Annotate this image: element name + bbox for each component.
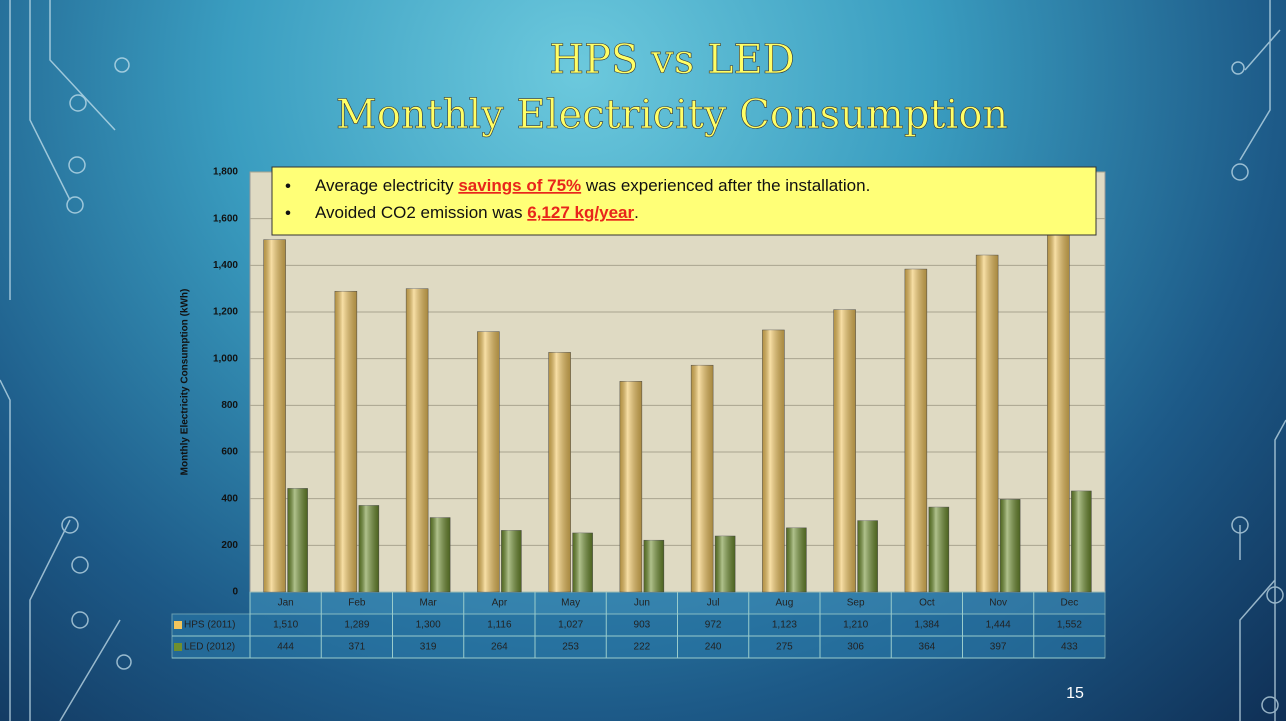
bar-shine [715, 536, 735, 592]
legend-swatch [174, 621, 182, 629]
table-cell: 306 [847, 642, 864, 653]
slide: HPS vs LED Monthly Electricity Consumpti… [0, 0, 1286, 721]
table-cell: 364 [919, 642, 936, 653]
x-tick-label: Feb [348, 598, 366, 609]
bar-shine [858, 521, 878, 592]
title-line: Monthly Electricity Consumption [336, 92, 1008, 138]
annotation-text: . [634, 203, 639, 222]
table-cell: 1,123 [772, 620, 797, 631]
x-tick-label: Dec [1060, 598, 1078, 609]
annotation-highlight: savings of 75% [458, 176, 581, 195]
x-tick-label: Jun [634, 598, 650, 609]
x-tick-label: May [561, 598, 580, 609]
y-tick-label: 800 [221, 400, 238, 411]
table-cell: 1,289 [344, 620, 369, 631]
x-tick-label: Nov [989, 598, 1007, 609]
bar-shine [573, 533, 593, 592]
legend-swatch [174, 643, 182, 651]
annotation-text: Average electricity [315, 176, 458, 195]
table-cell: 903 [634, 620, 651, 631]
bar-shine [644, 540, 664, 592]
legend-label: HPS (2011) [184, 620, 236, 631]
bar-shine [430, 518, 450, 592]
y-tick-label: 1,600 [213, 213, 238, 224]
y-tick-label: 0 [232, 587, 238, 598]
annotation: Avoided CO2 emission was 6,127 kg/year. [315, 203, 639, 222]
bar-shine [905, 269, 927, 592]
table-cell: 240 [705, 642, 722, 653]
table-cell: 972 [705, 620, 722, 631]
annotation-text: was experienced after the installation. [581, 176, 870, 195]
bullet: • [285, 176, 291, 195]
bar-shine [834, 310, 856, 592]
bar-shine [288, 488, 308, 592]
table-cell: 1,552 [1057, 620, 1082, 631]
bar-shine [406, 289, 428, 592]
table-cell: 1,300 [416, 620, 441, 631]
bar-shine [264, 240, 286, 592]
table-cell: 433 [1061, 642, 1078, 653]
table-cell: 397 [990, 642, 1007, 653]
table-cell: 275 [776, 642, 793, 653]
annotation-highlight: 6,127 kg/year [527, 203, 634, 222]
x-tick-label: Oct [919, 598, 935, 609]
x-tick-label: Jul [707, 598, 720, 609]
x-tick-label: Apr [492, 598, 508, 609]
bar-shine [691, 365, 713, 592]
bar-shine [1000, 499, 1020, 592]
table-cell: 1,444 [986, 620, 1011, 631]
table-cell: 264 [491, 642, 508, 653]
table-cell: 1,384 [914, 620, 939, 631]
bar-shine [1071, 491, 1091, 592]
bar-shine [762, 330, 784, 592]
bar-shine [620, 381, 642, 592]
chart: HPS vs LED Monthly Electricity Consumpti… [0, 0, 1286, 721]
bar-shine [549, 352, 571, 592]
annotation: Average electricity savings of 75% was e… [315, 176, 870, 195]
table-cell: 444 [277, 642, 294, 653]
table-cell: 253 [562, 642, 579, 653]
x-tick-label: Jan [278, 598, 294, 609]
y-tick-label: 1,200 [213, 307, 238, 318]
bar-shine [976, 255, 998, 592]
table-cell: 1,027 [558, 620, 583, 631]
legend-label: LED (2012) [184, 642, 235, 653]
y-axis-label: Monthly Electricity Consumption (kWh) [180, 289, 191, 476]
x-tick-label: Aug [775, 598, 793, 609]
bar-shine [359, 505, 379, 592]
bar-shine [477, 332, 499, 592]
bar-shine [786, 528, 806, 592]
table-cell: 319 [420, 642, 437, 653]
table-cell: 1,210 [843, 620, 868, 631]
table-cell: 222 [634, 642, 651, 653]
bar-shine [335, 291, 357, 592]
y-tick-label: 1,400 [213, 260, 238, 271]
y-tick-label: 400 [221, 493, 238, 504]
y-tick-label: 600 [221, 447, 238, 458]
x-tick-label: Sep [847, 598, 865, 609]
page-number: 15 [1066, 685, 1084, 702]
table-cell: 1,510 [273, 620, 298, 631]
table-cell: 371 [349, 642, 366, 653]
x-tick-label: Mar [420, 598, 438, 609]
y-tick-label: 1,800 [213, 167, 238, 178]
bullet: • [285, 203, 291, 222]
y-tick-label: 1,000 [213, 353, 238, 364]
title-line: HPS vs LED [549, 37, 795, 83]
bar-shine [501, 530, 521, 592]
annotation-text: Avoided CO2 emission was [315, 203, 527, 222]
y-tick-label: 200 [221, 540, 238, 551]
bar-shine [929, 507, 949, 592]
bar-shine [1047, 230, 1069, 592]
table-cell: 1,116 [487, 620, 512, 631]
